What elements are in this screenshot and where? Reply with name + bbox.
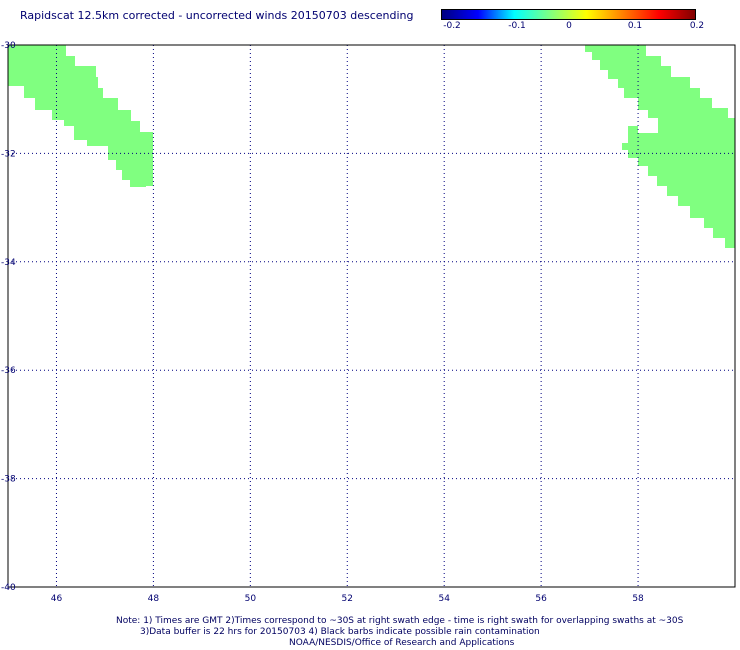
map-frame [7, 44, 736, 588]
note-line-3: NOAA/NESDIS/Office of Research and Appli… [289, 638, 515, 648]
x-tick-label: 58 [632, 594, 644, 604]
tick-labels: 46 48 50 52 54 56 58 -30 -32 -34 -36 -38 -40 [1, 41, 644, 604]
x-tick-label: 46 [51, 594, 63, 604]
colorbar-label-max: 0.2 [689, 21, 705, 31]
colorbar-label-zero: 0 [566, 21, 572, 31]
x-tick-label: 52 [342, 594, 353, 604]
colorbar-label-neg: -0.1 [508, 21, 526, 31]
y-tick-label: -34 [1, 258, 16, 268]
y-tick-label: -38 [1, 475, 16, 485]
y-tick-label: -36 [1, 366, 16, 376]
swath-1 [8, 45, 153, 187]
colorbar-label-min: -0.2 [443, 21, 461, 31]
swath-layer [8, 45, 735, 248]
colorbar-label-pos: 0.1 [627, 21, 643, 31]
map-title: Rapidscat 12.5km corrected - uncorrected… [20, 9, 414, 22]
x-tick-label: 50 [245, 594, 257, 604]
note-line-1: Note: 1) Times are GMT 2)Times correspon… [116, 616, 684, 626]
map-plot: 46 48 50 52 54 56 58 -30 -32 -34 -36 -38 -40 [1, 41, 736, 604]
x-tick-label: 54 [438, 594, 450, 604]
colorbar [441, 9, 696, 20]
y-tick-label: -32 [1, 149, 16, 159]
note-line-2: 3)Data buffer is 22 hrs for 20150703 4) … [140, 627, 540, 637]
y-tick-label: -30 [1, 41, 16, 51]
x-tick-label: 56 [535, 594, 547, 604]
swath-2 [585, 45, 735, 248]
x-tick-label: 48 [148, 594, 160, 604]
y-tick-label: -40 [1, 583, 16, 593]
